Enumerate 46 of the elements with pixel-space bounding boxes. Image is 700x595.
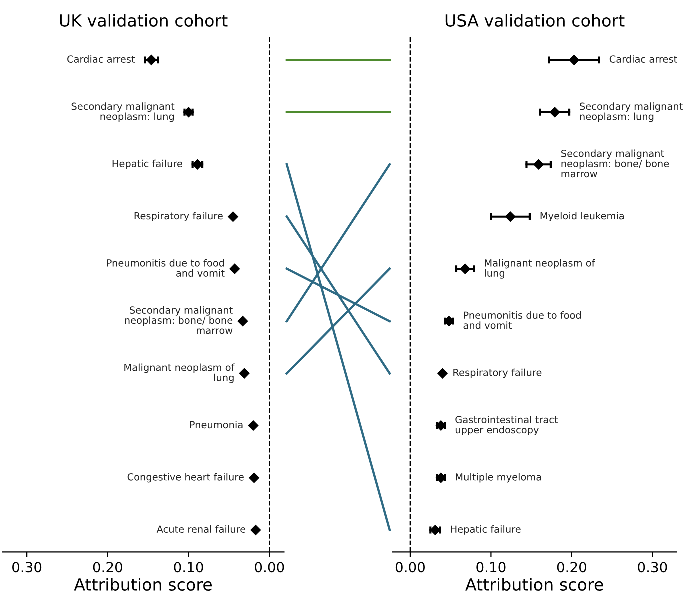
category-label: Pneumonitis due to food and vomit bbox=[464, 312, 582, 330]
category-label: Gastrointestinal tract upper endoscopy bbox=[456, 416, 558, 436]
point bbox=[228, 212, 238, 222]
category-label: Multiple myeloma bbox=[456, 473, 542, 483]
category-label: Secondary malignant neoplasm: lung bbox=[72, 102, 175, 122]
category-label: Cardiac arrest bbox=[610, 55, 678, 63]
x-tick-label: 0.20 bbox=[93, 562, 122, 573]
chart-title: USA validation cohort bbox=[446, 14, 625, 28]
point bbox=[239, 368, 250, 379]
category-label: Secondary malignant neoplasm: bone/ bone marrow bbox=[125, 306, 233, 334]
point bbox=[505, 212, 516, 222]
point bbox=[248, 420, 259, 431]
category-label: Pneumonitis due to food and vomit bbox=[107, 259, 225, 277]
category-label: Respiratory failure bbox=[454, 368, 542, 378]
category-label: Hepatic failure bbox=[451, 526, 521, 535]
category-label: Secondary malignant neoplasm: lung bbox=[580, 102, 683, 122]
category-label: Acute renal failure bbox=[156, 526, 246, 534]
point bbox=[250, 525, 262, 536]
point bbox=[550, 107, 560, 118]
point bbox=[146, 55, 157, 66]
chart-title: UK validation cohort bbox=[60, 14, 228, 28]
category-label: Myeloid leukemia bbox=[540, 212, 624, 222]
point bbox=[569, 55, 580, 66]
x-tick-label: 0.00 bbox=[255, 562, 284, 573]
category-label: Pneumonia bbox=[190, 421, 243, 429]
point bbox=[238, 316, 248, 326]
x-tick-label: 0.10 bbox=[174, 562, 204, 573]
category-label: Cardiac arrest bbox=[68, 55, 136, 63]
point bbox=[534, 160, 544, 170]
x-tick-label: 0.00 bbox=[396, 562, 426, 573]
x-tick-label: 0.10 bbox=[476, 562, 506, 573]
x-tick-label: 0.30 bbox=[12, 562, 42, 573]
point bbox=[230, 264, 240, 274]
x-axis-title: Attribution score bbox=[74, 578, 212, 592]
category-label: Hepatic failure bbox=[112, 160, 182, 170]
point bbox=[438, 368, 448, 379]
point bbox=[249, 472, 260, 484]
category-label: Congestive heart failure bbox=[128, 473, 244, 483]
category-label: Malignant neoplasm of lung bbox=[124, 364, 235, 384]
point bbox=[460, 264, 470, 274]
category-label: Malignant neoplasm of lung bbox=[485, 259, 596, 279]
x-axis-title: Attribution score bbox=[466, 578, 604, 592]
x-tick-label: 0.30 bbox=[638, 562, 668, 573]
category-label: Secondary malignant neoplasm: bone/ bone marrow bbox=[562, 150, 670, 178]
x-tick-label: 0.20 bbox=[557, 562, 586, 573]
category-label: Respiratory failure bbox=[134, 212, 223, 222]
